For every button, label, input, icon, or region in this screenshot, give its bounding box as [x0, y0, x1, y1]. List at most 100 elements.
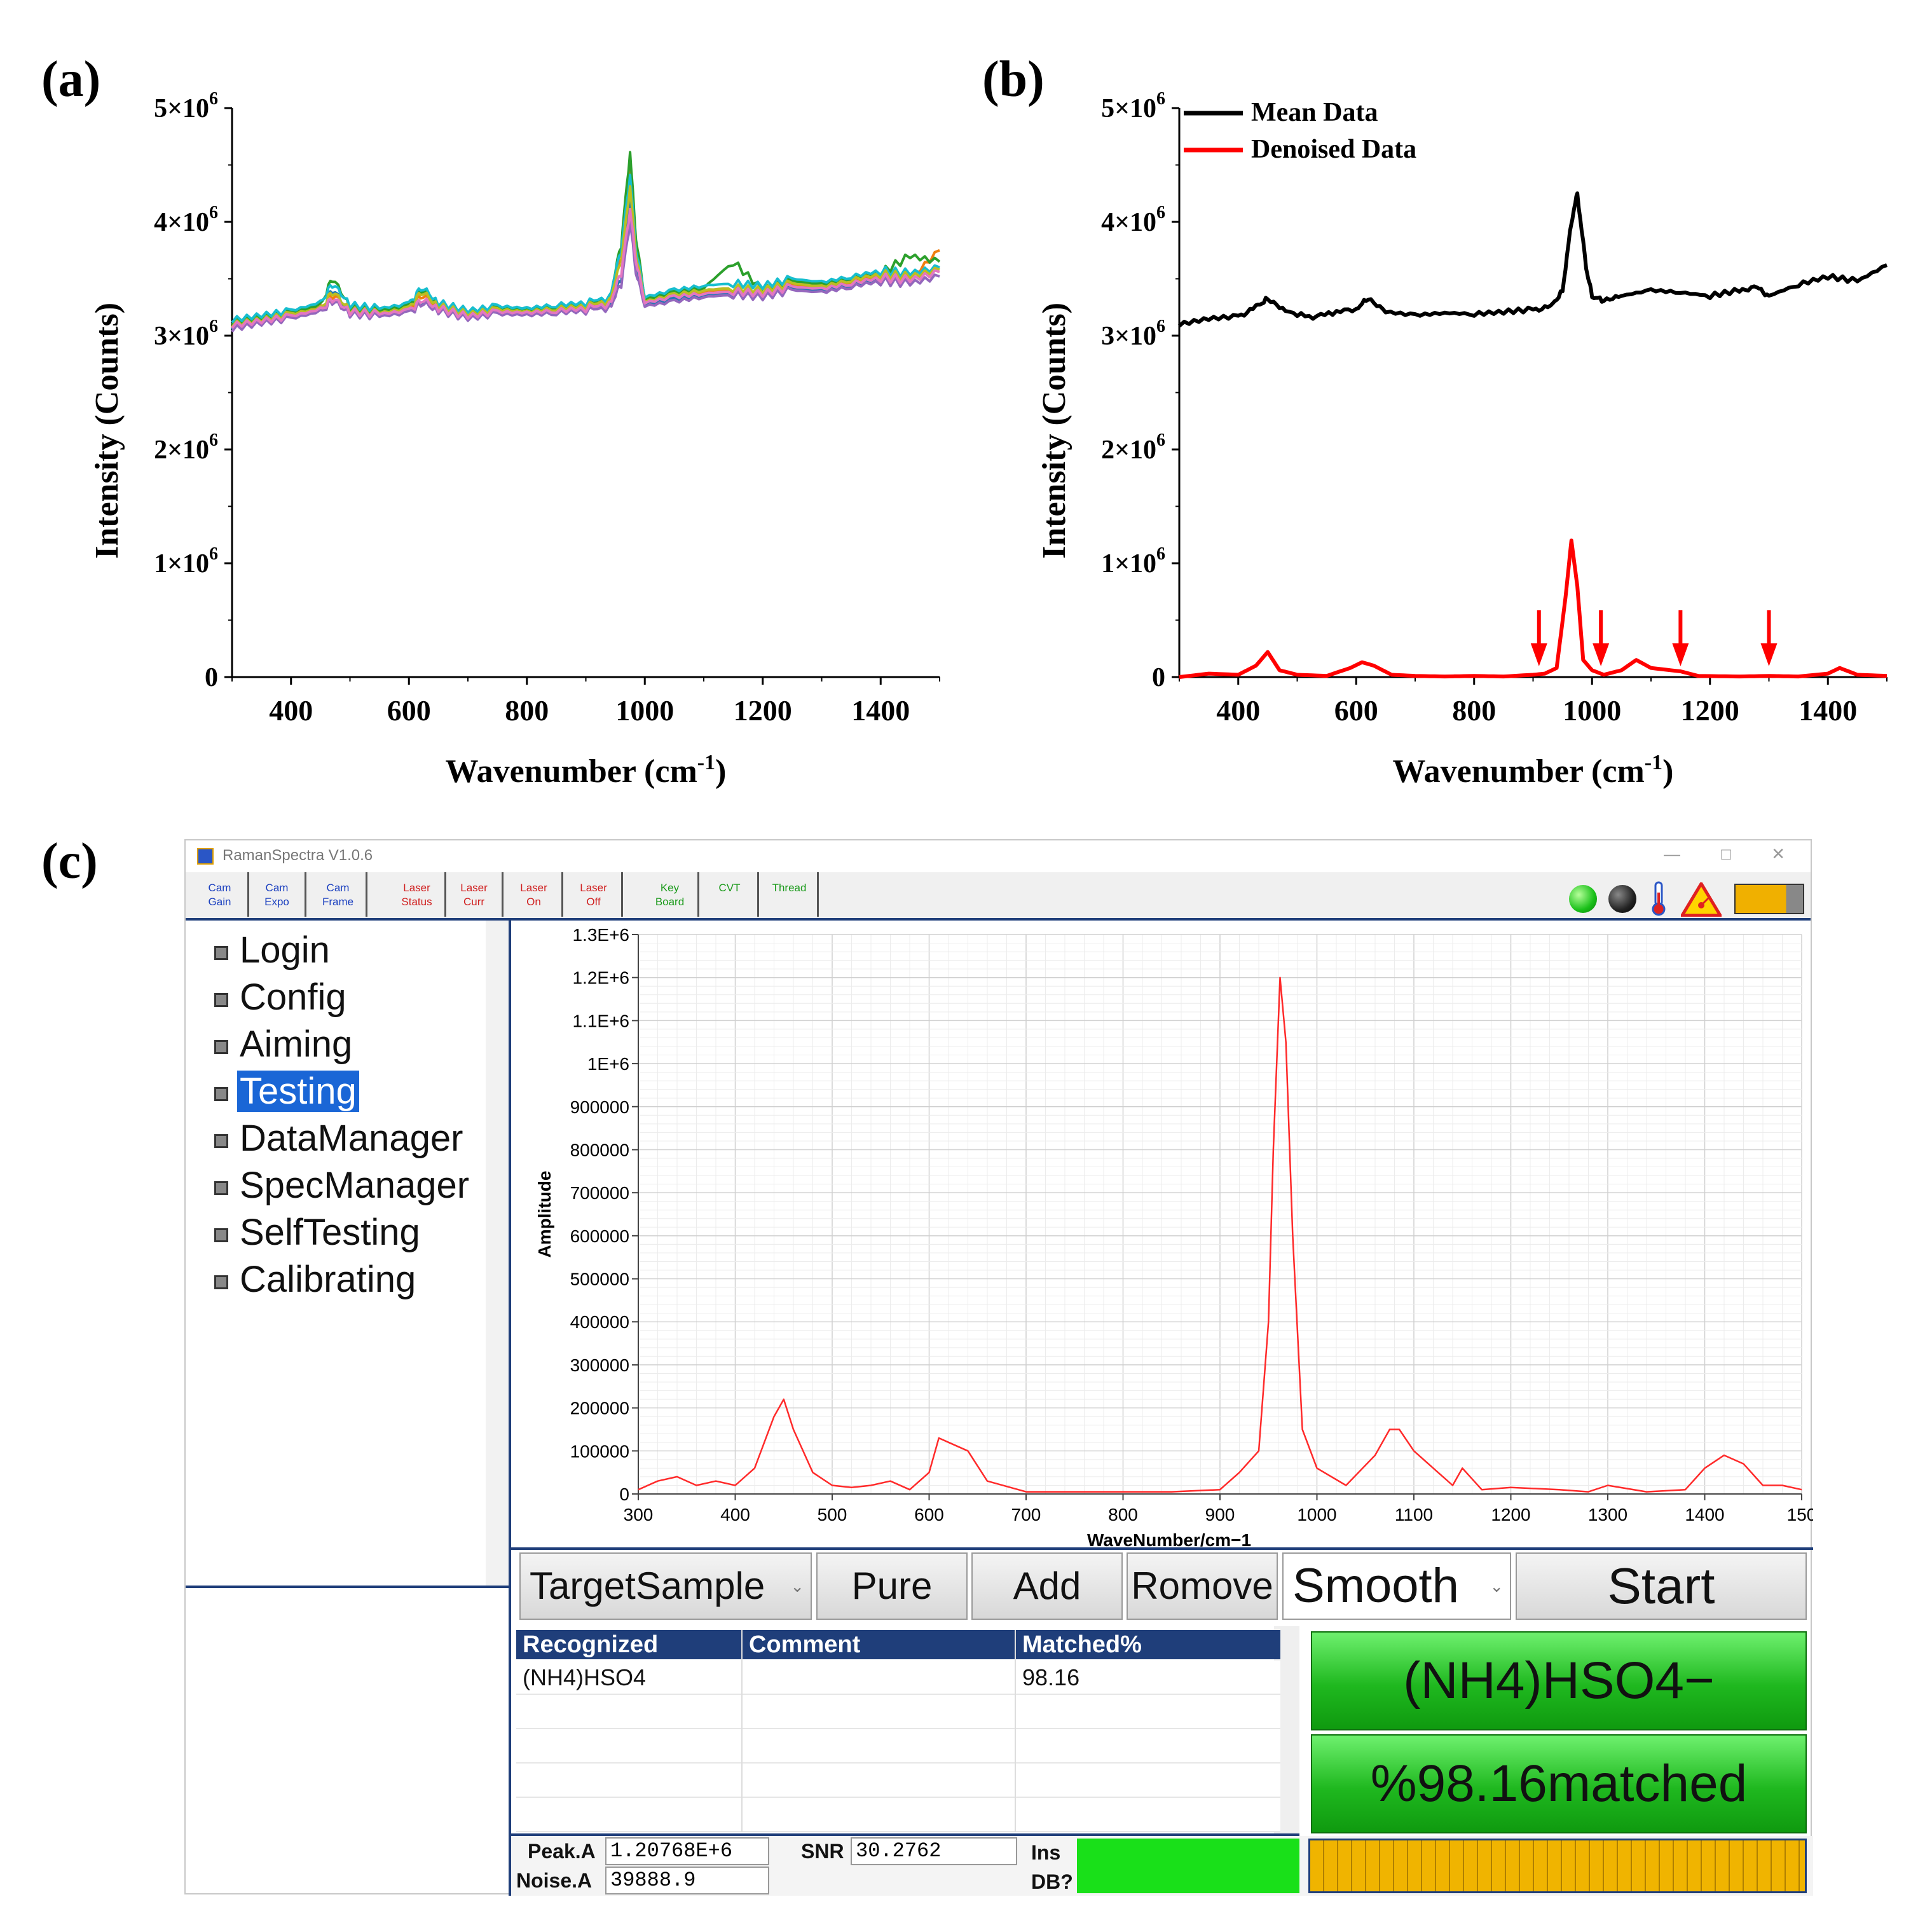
y-tick-label: 1×106: [154, 544, 218, 579]
menu-item-config[interactable]: Config: [214, 975, 349, 1020]
side-menu: Login Config Aiming Testing DataManager SpecM…: [186, 921, 509, 1588]
bullet-icon: [214, 992, 228, 1007]
toolbar-button-laser-curr[interactable]: Laser Curr: [446, 872, 504, 917]
x-tick-label: 600: [387, 694, 431, 727]
toolbar-button-label: Laser: [520, 882, 547, 894]
y-tick-label: 500000: [570, 1270, 629, 1289]
x-tick-label: 300: [624, 1505, 654, 1524]
maximize-button[interactable]: □: [1721, 844, 1731, 863]
y-tick-label: 300000: [570, 1355, 629, 1375]
snr-label: SNR: [801, 1840, 844, 1863]
bullet-icon: [214, 1228, 228, 1242]
table-grid: [516, 1661, 1280, 1832]
x-tick-label: 1400: [851, 694, 910, 727]
x-tick-label: 400: [720, 1505, 750, 1524]
green-light-icon: [1569, 885, 1597, 913]
menu-item-label: Login: [240, 929, 330, 971]
close-button[interactable]: ✕: [1771, 844, 1785, 863]
toolbar-button-sublabel: Status: [401, 896, 432, 908]
y-tick-label: 200000: [570, 1399, 629, 1418]
toolbar-button-cam-frame[interactable]: Cam Frame: [310, 872, 367, 917]
y-tick-label: 700000: [570, 1183, 629, 1203]
toolbar-button-label: Key: [660, 882, 680, 894]
y-axis-title: Amplitude: [535, 1171, 554, 1258]
x-axis-title: Wavenumber (cm-1): [446, 751, 727, 790]
series-line-4: [231, 174, 940, 324]
toolbar-button-cam-expo[interactable]: Cam Expo: [249, 872, 306, 917]
toolbar-button-label: Cam: [265, 882, 289, 894]
x-tick-label: 800: [1452, 694, 1496, 727]
add-button[interactable]: Add: [971, 1552, 1123, 1620]
toolbar-button-sublabel: Board: [655, 896, 685, 908]
legend-label-0: Mean Data: [1251, 98, 1378, 127]
y-tick-label: 0: [619, 1484, 629, 1504]
db-label: DB?: [1031, 1870, 1073, 1893]
x-tick-label: 1000: [1563, 694, 1621, 727]
ins-db-indicator: [1077, 1839, 1299, 1893]
x-tick-label: 900: [1205, 1505, 1235, 1524]
y-tick-label: 5×106: [1101, 89, 1165, 123]
y-tick-label: 100000: [570, 1441, 629, 1461]
panel-label-c: (c): [41, 833, 98, 889]
toolbar-button-thread[interactable]: Thread: [762, 872, 819, 917]
app-title: RamanSpectra V1.0.6: [223, 847, 373, 864]
x-tick-label: 150: [1787, 1505, 1813, 1524]
start-button[interactable]: Start: [1516, 1552, 1807, 1620]
pure-button[interactable]: Pure: [816, 1552, 968, 1620]
menu-item-label: Calibrating: [240, 1259, 416, 1300]
controls-divider: [511, 1547, 1813, 1550]
bullet-icon: [214, 1086, 228, 1101]
x-tick-label: 1200: [734, 694, 792, 727]
series-line-5: [231, 185, 940, 328]
legend-label-1: Denoised Data: [1251, 135, 1416, 164]
minimize-button[interactable]: —: [1664, 844, 1680, 863]
table-header-recognized[interactable]: Recognized: [516, 1630, 741, 1659]
series-line-denoised: [1179, 538, 1887, 679]
bullet-icon: [214, 1181, 228, 1195]
toolbar-button-laser-on[interactable]: Laser On: [506, 872, 563, 917]
toolbar-button-label: Thread: [772, 882, 807, 894]
table-col-line-1: [741, 1630, 743, 1832]
toolbar-button-laser-off[interactable]: Laser Off: [566, 872, 623, 917]
chevron-down-icon: ⌄: [790, 1577, 804, 1596]
x-tick-label: 1300: [1588, 1505, 1627, 1524]
menu-item-selftesting[interactable]: SelfTesting: [214, 1210, 423, 1255]
table-row-matched[interactable]: 98.16: [1022, 1664, 1080, 1690]
remove-button[interactable]: Romove: [1127, 1552, 1278, 1620]
target-sample-select[interactable]: TargetSample ⌄: [519, 1552, 812, 1620]
x-tick-label: 800: [505, 694, 549, 727]
toolbar-button-sublabel: Off: [586, 896, 601, 908]
toolbar-button-laser-status[interactable]: Laser Status: [389, 872, 446, 917]
menu-item-login[interactable]: Login: [214, 928, 332, 973]
result-match-display: %98.16matched: [1311, 1734, 1807, 1833]
toolbar-button-label: Laser: [580, 882, 607, 894]
toolbar-button-key-board[interactable]: Key Board: [642, 872, 699, 917]
peak-arrow-head-3: [1760, 643, 1778, 666]
target-sample-value: TargetSample: [530, 1565, 765, 1607]
noise-label: Noise.A: [516, 1869, 593, 1892]
table-row-recognized[interactable]: (NH4)HSO4: [523, 1664, 647, 1690]
menu-item-specmanager[interactable]: SpecManager: [214, 1163, 472, 1208]
x-tick-label: 600: [1334, 694, 1378, 727]
menu-item-testing[interactable]: Testing: [214, 1069, 359, 1114]
toolbar-button-cam-gain[interactable]: Cam Gain: [192, 872, 249, 917]
y-tick-label: 900000: [570, 1097, 629, 1117]
toolbar: Cam Gain Cam Expo Cam Frame Laser Status Laser Cu…: [186, 872, 1811, 921]
x-tick-label: 500: [818, 1505, 847, 1524]
table-header-comment[interactable]: Comment: [743, 1630, 1015, 1659]
toolbar-button-sublabel: Expo: [264, 896, 289, 908]
battery-icon: [1734, 884, 1804, 914]
menu-item-aiming[interactable]: Aiming: [214, 1022, 355, 1067]
table-header-matched[interactable]: Matched%: [1016, 1630, 1280, 1659]
result-name-display: (NH4)HSO4−: [1311, 1631, 1807, 1730]
peak-arrow-head-2: [1672, 643, 1689, 666]
x-tick-label: 1100: [1395, 1505, 1433, 1524]
menu-item-datamanager[interactable]: DataManager: [214, 1116, 465, 1161]
chart-b: 5×106 4×106 3×106 2×106 1×106 0 400 600 800 1000 1…: [1036, 89, 1888, 790]
smooth-select[interactable]: Smooth ⌄: [1282, 1552, 1511, 1620]
menu-item-label: SpecManager: [240, 1165, 470, 1206]
x-axis-title: WaveNumber/cm−1: [1087, 1530, 1251, 1550]
menu-item-label: DataManager: [240, 1118, 463, 1159]
menu-item-calibrating[interactable]: Calibrating: [214, 1257, 418, 1302]
toolbar-button-cvt[interactable]: CVT: [702, 872, 759, 917]
